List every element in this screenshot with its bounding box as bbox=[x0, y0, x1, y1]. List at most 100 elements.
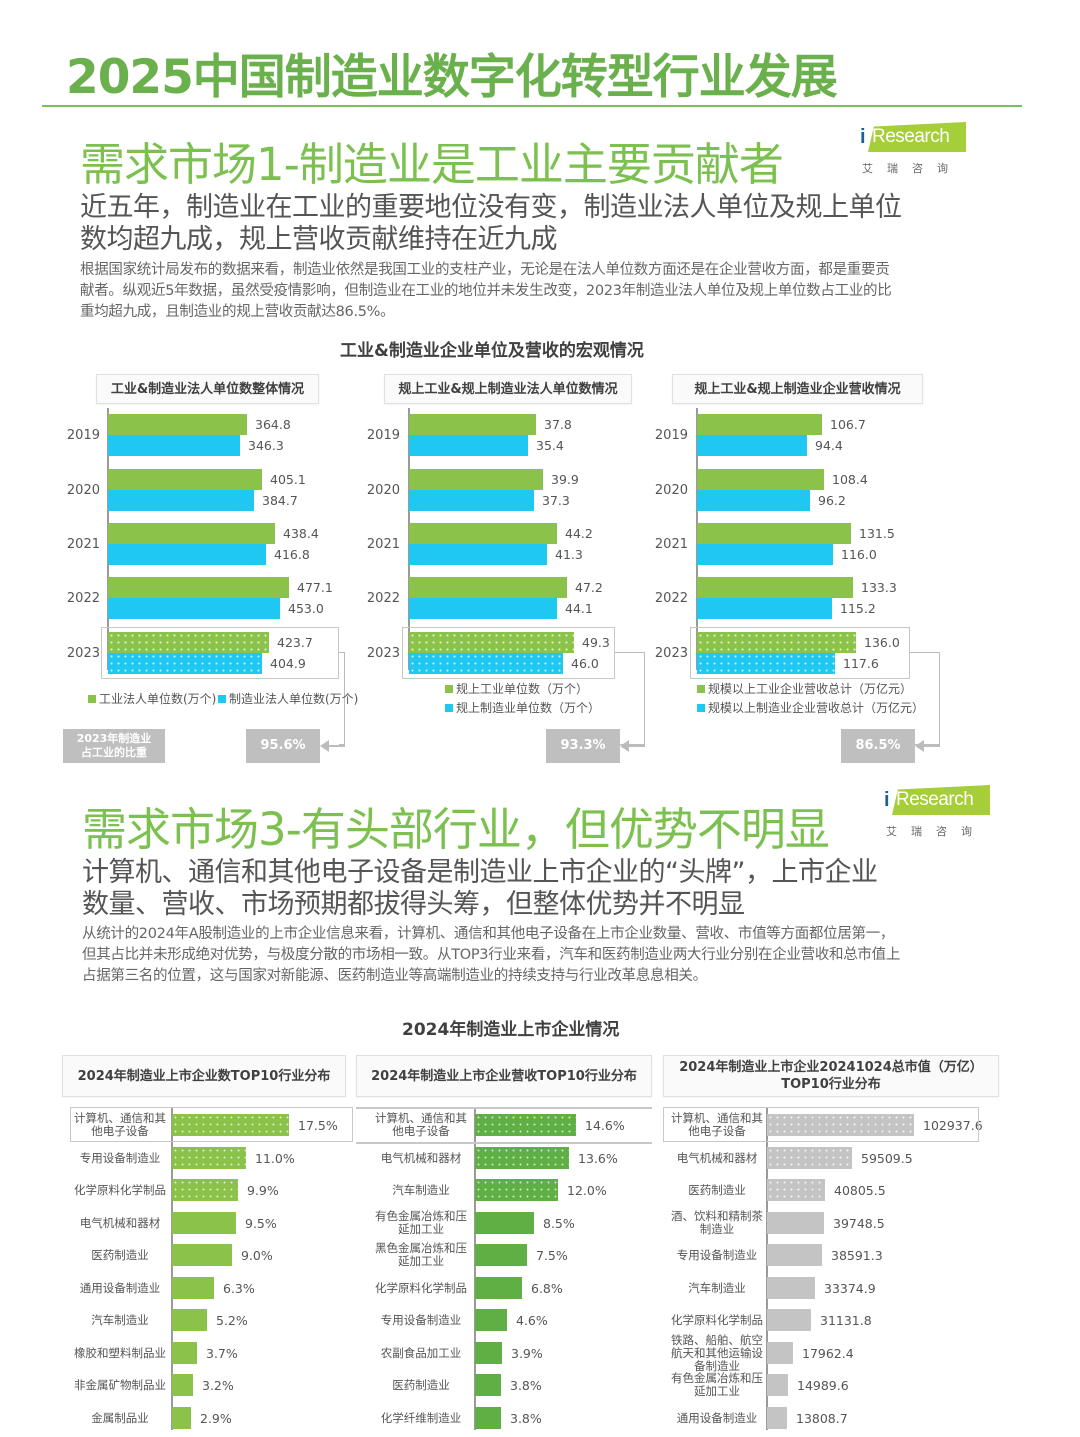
bar-green bbox=[697, 414, 822, 435]
value-label: 9.0% bbox=[241, 1248, 273, 1263]
legend-item: 规模以上制造业企业营收总计（万亿元） bbox=[697, 699, 924, 716]
value-label: 106.7 bbox=[830, 417, 866, 432]
data-bar bbox=[767, 1114, 914, 1136]
value-label: 7.5% bbox=[536, 1248, 568, 1263]
body-line: 占据第三名的位置，这与国家对新能源、医药制造业等高端制造业的持续支持与行业改革息… bbox=[82, 968, 707, 984]
legend-swatch-icon bbox=[218, 694, 226, 703]
category-label: 电气机械和器材 bbox=[70, 1216, 170, 1230]
top1-highlight-line bbox=[356, 1107, 652, 1109]
year-label: 2021 bbox=[66, 537, 100, 552]
category-label-line: 航天和其他运输设 bbox=[671, 1345, 763, 1360]
bar-blue bbox=[108, 490, 254, 511]
legend-item: 制造业法人单位数(万个) bbox=[218, 690, 358, 707]
category-label: 电气机械和器材 bbox=[366, 1151, 476, 1165]
category-label: 汽车制造业 bbox=[70, 1313, 170, 1327]
category-label-line: 化学原料化学制品 bbox=[375, 1280, 467, 1295]
data-bar bbox=[172, 1374, 193, 1396]
value-label: 12.0% bbox=[567, 1183, 607, 1198]
y-axis-line bbox=[474, 1107, 476, 1430]
headline-line: 近五年，制造业在工业的重要地位没有变，制造业法人单位及规上单位 bbox=[80, 192, 902, 223]
highlight-2023-box bbox=[690, 627, 910, 679]
category-label: 医药制造业 bbox=[366, 1378, 476, 1392]
bar-green bbox=[108, 632, 269, 653]
year-label: 2023 bbox=[66, 646, 100, 661]
category-label-line: 专用设备制造业 bbox=[380, 1312, 462, 1327]
bar-green bbox=[409, 632, 574, 653]
data-bar bbox=[172, 1114, 289, 1136]
category-label-line: 备制造业 bbox=[694, 1358, 740, 1373]
category-label: 汽车制造业 bbox=[664, 1281, 770, 1295]
category-label-line: 延加工业 bbox=[398, 1222, 444, 1236]
category-label: 医药制造业 bbox=[70, 1248, 170, 1262]
year-label: 2022 bbox=[66, 591, 100, 606]
chart-group-title: 2024年制造业上市企业情况 bbox=[402, 1020, 620, 1040]
bar-blue bbox=[409, 598, 557, 619]
category-label-line: 计算机、通信和其 bbox=[74, 1111, 166, 1125]
chart-panel-title: 规上工业&规上制造业法人单位数情况 bbox=[384, 374, 632, 404]
category-label: 化学纤维制造业 bbox=[366, 1411, 476, 1425]
category-label-line: 他电子设备 bbox=[688, 1124, 746, 1138]
category-label-line: 橡胶和塑料制品业 bbox=[74, 1345, 166, 1360]
bar-blue bbox=[409, 653, 563, 674]
legend-swatch-icon bbox=[697, 684, 705, 693]
chart-panel-title: 2024年制造业上市企业20241024总市值（万亿） TOP10行业分布 bbox=[663, 1055, 999, 1097]
category-label: 农副食品加工业 bbox=[366, 1345, 476, 1360]
category-label: 有色金属冶炼和压 延加工业 bbox=[664, 1372, 770, 1398]
data-bar bbox=[172, 1277, 214, 1299]
chart-panel-title-line: TOP10行业分布 bbox=[781, 1077, 881, 1092]
category-label: 计算机、通信和其 他电子设备 bbox=[70, 1112, 170, 1138]
bar-green bbox=[697, 577, 853, 598]
year-label: 2022 bbox=[654, 591, 688, 606]
category-label: 有色金属冶炼和压 延加工业 bbox=[366, 1210, 476, 1236]
category-label: 橡胶和塑料制品业 bbox=[70, 1345, 170, 1360]
logo-brand: Research bbox=[896, 789, 974, 810]
category-label-line: 铁路、船舶、航空 bbox=[671, 1332, 763, 1347]
chart-panel-title-line: 2024年制造业上市企业20241024总市值（万亿） bbox=[679, 1060, 983, 1075]
category-label-line: 他电子设备 bbox=[392, 1124, 450, 1138]
value-label: 453.0 bbox=[288, 601, 324, 616]
y-axis-line bbox=[171, 1107, 173, 1430]
arrow-left-icon bbox=[620, 740, 629, 752]
category-label-line: 专用设备制造业 bbox=[79, 1150, 161, 1165]
data-bar bbox=[172, 1342, 197, 1364]
connector-line bbox=[328, 745, 345, 747]
logo-banner-icon bbox=[892, 785, 990, 815]
year-label: 2021 bbox=[654, 537, 688, 552]
value-label: 438.4 bbox=[283, 526, 319, 541]
bar-blue bbox=[697, 490, 810, 511]
value-label: 3.8% bbox=[510, 1378, 542, 1393]
arrow-left-icon bbox=[915, 740, 924, 752]
legend-label: 规模以上工业企业营收总计（万亿元） bbox=[708, 682, 913, 696]
year-label: 2021 bbox=[366, 537, 400, 552]
chart-panel-title-line: 2024年制造业上市企业营收TOP10行业分布 bbox=[371, 1068, 637, 1084]
body-line: 根据国家统计局发布的数据来看，制造业依然是我国工业的支柱产业，无论是在法人单位数… bbox=[80, 262, 890, 278]
data-bar bbox=[767, 1407, 787, 1429]
value-label: 33374.9 bbox=[824, 1281, 876, 1296]
bar-green bbox=[697, 469, 824, 490]
data-bar bbox=[475, 1309, 507, 1331]
bar-blue bbox=[409, 435, 528, 456]
highlight-2023-box bbox=[101, 627, 339, 679]
headline-line: 数均超九成，规上营收贡献维持在近九成 bbox=[80, 224, 557, 255]
category-label-line: 化学原料化学制品 bbox=[671, 1312, 763, 1327]
value-label: 38591.3 bbox=[831, 1248, 883, 1263]
value-label: 96.2 bbox=[818, 493, 846, 508]
chart-panel-title: 2024年制造业上市企业数TOP10行业分布 bbox=[62, 1055, 346, 1097]
legend-label: 制造业法人单位数(万个) bbox=[229, 692, 359, 706]
value-label: 3.9% bbox=[511, 1346, 543, 1361]
value-label: 131.5 bbox=[859, 526, 895, 541]
bar-blue bbox=[108, 435, 240, 456]
category-label-line: 通用设备制造业 bbox=[676, 1410, 758, 1425]
value-label: 40805.5 bbox=[834, 1183, 886, 1198]
bar-green bbox=[409, 469, 543, 490]
category-label-line: 医药制造业 bbox=[688, 1182, 746, 1197]
logo-banner-icon bbox=[868, 122, 966, 152]
value-label: 13808.7 bbox=[796, 1411, 848, 1426]
data-bar bbox=[767, 1342, 793, 1364]
value-label: 6.3% bbox=[223, 1281, 255, 1296]
legend-label: 规上制造业单位数（万个） bbox=[456, 701, 601, 715]
category-label-line: 农副食品加工业 bbox=[380, 1345, 462, 1360]
bar-blue bbox=[409, 490, 534, 511]
value-label: 364.8 bbox=[255, 417, 291, 432]
category-label-line: 有色金属冶炼和压 bbox=[671, 1371, 763, 1385]
